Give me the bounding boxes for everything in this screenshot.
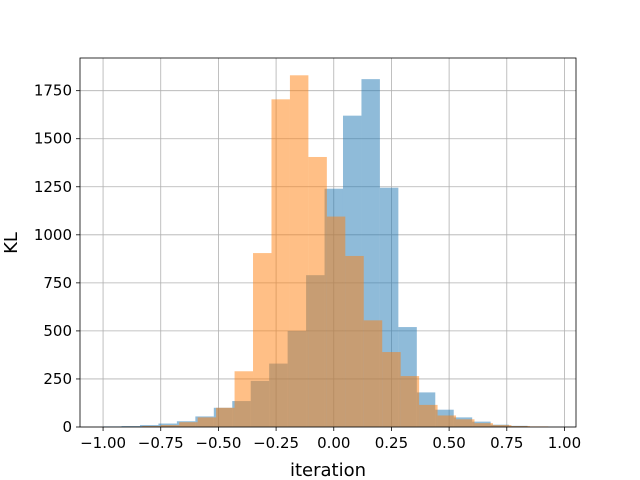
y-axis-ticks: 0 250 500 750 1000 1250 1500 1750 (34, 82, 80, 436)
histogram-bar (216, 407, 235, 427)
histogram-bar (197, 417, 217, 427)
histogram-bar (160, 425, 180, 427)
histogram-bar (326, 216, 346, 427)
x-tick-label: 0.25 (375, 434, 408, 452)
histogram-bar (121, 426, 140, 427)
histogram-bars (103, 75, 549, 427)
y-tick-label: 1500 (34, 130, 72, 148)
histogram-bar (456, 419, 475, 427)
histogram-bar (382, 352, 401, 427)
y-axis-label: KL (1, 232, 22, 254)
histogram-bar (308, 156, 327, 427)
histogram-bar (363, 320, 383, 427)
y-tick-label: 1000 (34, 226, 72, 244)
histogram-bar (345, 255, 364, 427)
x-tick-label: 0.75 (490, 434, 523, 452)
x-axis-ticks: −1.00 −0.75 −0.50 −0.25 0.00 0.25 0.50 0.75 1.00 (80, 427, 581, 452)
histogram-bar (271, 99, 290, 427)
histogram-bar (289, 75, 309, 427)
histogram-bar (474, 423, 493, 427)
x-tick-label: −0.25 (253, 434, 299, 452)
x-tick-label: 1.00 (548, 434, 581, 452)
y-tick-label: 750 (43, 274, 72, 292)
y-tick-label: 0 (62, 418, 72, 436)
histogram-bar (437, 415, 457, 427)
x-tick-label: −0.75 (138, 434, 184, 452)
histogram-bar (419, 404, 438, 427)
histogram-bar (234, 371, 254, 427)
x-tick-label: −0.50 (195, 434, 241, 452)
histogram-bar (179, 422, 198, 427)
histogram-bar (492, 425, 512, 427)
x-axis-label: iteration (290, 460, 366, 480)
x-tick-label: 0.50 (432, 434, 465, 452)
x-tick-label: −1.00 (80, 434, 126, 452)
x-tick-label: 0.00 (317, 434, 350, 452)
y-tick-label: 500 (43, 322, 72, 340)
plot-frame (79, 57, 577, 428)
y-tick-label: 250 (43, 370, 72, 388)
histogram-bar (511, 426, 530, 427)
y-tick-label: 1750 (34, 82, 72, 100)
histogram-bar (142, 426, 161, 427)
histogram-bar (253, 253, 272, 427)
y-tick-label: 1250 (34, 178, 72, 196)
histogram-bar (400, 376, 420, 427)
